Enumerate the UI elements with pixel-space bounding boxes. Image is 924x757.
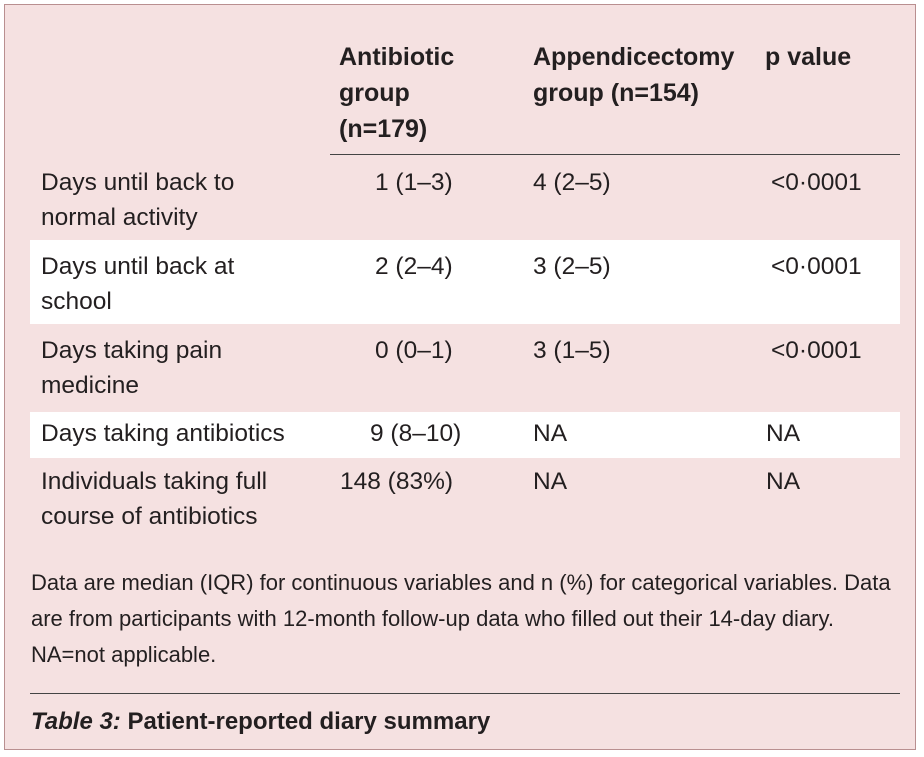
table-row: Days until back at school 2 (2–4) 3 (2–5… (30, 240, 900, 324)
row-label: Days taking pain medicine (41, 337, 223, 399)
antibiotic-value: 2 (2–4) (375, 253, 453, 280)
appendicectomy-value: NA (533, 468, 568, 495)
row-label: Individuals taking full course of antibi… (41, 468, 268, 530)
header-antibiotic-group: Antibiotic group (n=179) (339, 43, 455, 143)
table-row: Days until back to normal activity 1 (1–… (30, 155, 900, 237)
appendicectomy-value: 3 (1–5) (533, 337, 611, 364)
table-row: Days taking antibiotics 9 (8–10) NA NA (30, 412, 900, 458)
table-row: Individuals taking full course of antibi… (30, 458, 900, 548)
table-caption: Table 3: Patient-reported diary summary (31, 705, 490, 739)
p-value: NA (766, 468, 801, 495)
header-appendicectomy-group: Appendicectomy group (n=154) (533, 43, 735, 107)
row-label: Days taking antibiotics (41, 420, 285, 447)
appendicectomy-value: 4 (2–5) (533, 169, 611, 196)
table-caption-label: Table 3: (31, 708, 121, 735)
p-value: <0·0001 (771, 169, 862, 196)
antibiotic-value: 9 (8–10) (370, 420, 462, 447)
header-divider (330, 154, 900, 155)
antibiotic-value: 1 (1–3) (375, 169, 453, 196)
p-value: <0·0001 (771, 337, 862, 364)
appendicectomy-value: 3 (2–5) (533, 253, 611, 280)
antibiotic-value: 148 (83%) (340, 468, 454, 495)
footer-divider (30, 693, 900, 694)
p-value: NA (766, 420, 801, 447)
table-row: Days taking pain medicine 0 (0–1) 3 (1–5… (30, 324, 900, 410)
appendicectomy-value: NA (533, 420, 568, 447)
antibiotic-value: 0 (0–1) (375, 337, 453, 364)
table-panel: Antibiotic group (n=179) Appendicectomy … (4, 4, 916, 750)
table-footnote: Data are median (IQR) for continuous var… (31, 570, 891, 667)
row-label: Days until back to normal activity (41, 169, 235, 231)
header-p-value: p value (765, 43, 852, 71)
table-caption-title: Patient-reported diary summary (120, 708, 491, 735)
row-label: Days until back at school (41, 253, 235, 315)
p-value: <0·0001 (771, 253, 862, 280)
